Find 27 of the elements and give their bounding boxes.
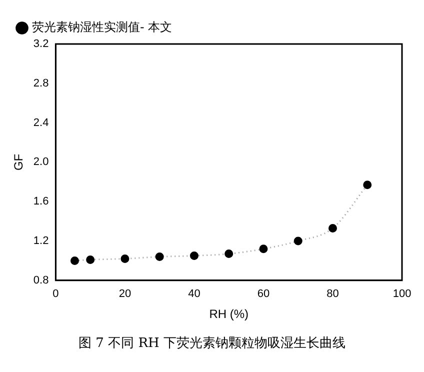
y-tick-label: 1.6 <box>33 196 49 208</box>
point <box>120 254 130 263</box>
x-tick-label: 80 <box>326 288 339 300</box>
point <box>328 224 337 232</box>
y-tick-label: 1.2 <box>33 235 49 248</box>
x-tick-label: 60 <box>257 288 270 300</box>
point <box>259 244 268 254</box>
x-tick-label: 0 <box>52 288 59 300</box>
legend-label: 荧光素钠湿性实测值- 本文 <box>32 20 172 34</box>
point <box>155 252 164 262</box>
point <box>294 236 302 246</box>
y-tick-label: 2.4 <box>33 116 49 129</box>
y-tick-label: 2.0 <box>33 156 49 168</box>
caption: 图 7 不同 RH 下荧光素钠颗粒物吸湿生长曲线 <box>78 335 346 352</box>
point <box>70 256 79 265</box>
point <box>86 255 95 264</box>
point <box>363 180 372 190</box>
point <box>224 250 234 258</box>
y-tick-label: 3.2 <box>33 38 49 50</box>
x-tick-label: 20 <box>118 288 132 300</box>
point <box>190 252 198 260</box>
y-tick-label: 0.8 <box>33 274 49 286</box>
x-axis-title: RH (%) <box>209 307 249 322</box>
y-axis-title: GF <box>12 154 26 171</box>
x-tick-label: 100 <box>392 288 412 300</box>
y-tick-label: 2.8 <box>33 77 49 90</box>
x-tick-label: 40 <box>188 288 200 300</box>
